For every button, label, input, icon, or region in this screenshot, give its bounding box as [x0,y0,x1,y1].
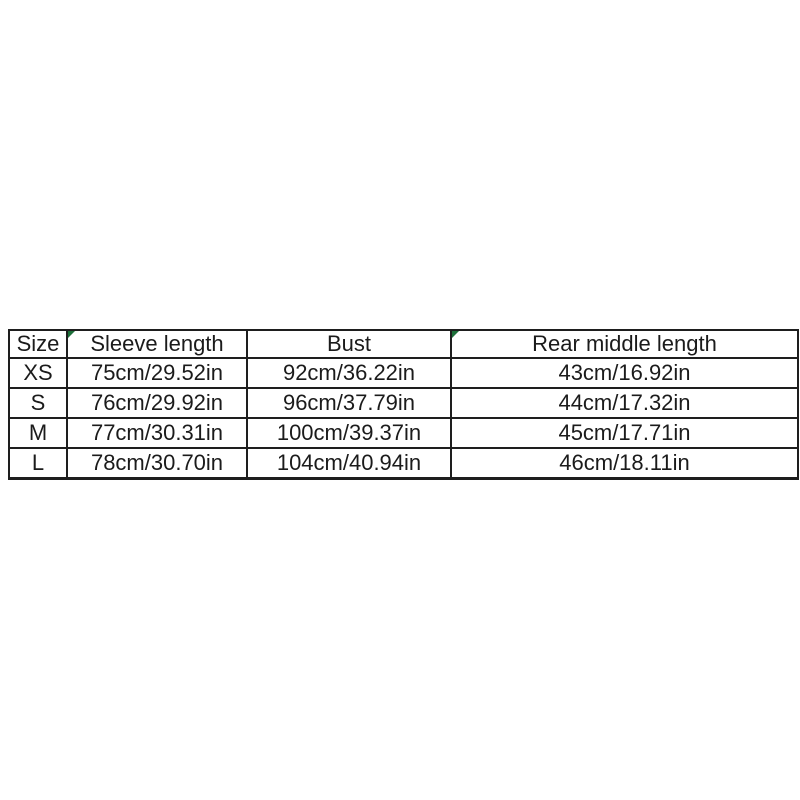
column-header-size: Size [8,329,68,359]
column-header-sleeve-length: Sleeve length [66,329,248,359]
size-cell: XS [8,357,68,389]
table-row-m: M 77cm/30.31in 100cm/39.37in 45cm/17.71i… [8,417,799,449]
sleeve-length-cell: 76cm/29.92in [66,387,248,419]
column-header-rear-middle-length-label: Rear middle length [532,331,717,356]
rear-middle-length-cell: 46cm/18.11in [450,447,799,480]
column-header-rear-middle-length: Rear middle length [450,329,799,359]
table-row-xs: XS 75cm/29.52in 92cm/36.22in 43cm/16.92i… [8,357,799,389]
rear-middle-length-cell: 44cm/17.32in [450,387,799,419]
table-row-s: S 76cm/29.92in 96cm/37.79in 44cm/17.32in [8,387,799,419]
green-triangle-icon [453,332,459,338]
rear-middle-length-cell: 43cm/16.92in [450,357,799,389]
bust-cell: 96cm/37.79in [246,387,452,419]
green-triangle-icon [69,332,75,338]
size-chart-table: Size Sleeve length Bust Rear middle leng… [8,329,799,480]
header-row: Size Sleeve length Bust Rear middle leng… [8,329,799,359]
bust-cell: 100cm/39.37in [246,417,452,449]
column-header-bust: Bust [246,329,452,359]
table-row-l: L 78cm/30.70in 104cm/40.94in 46cm/18.11i… [8,447,799,480]
sleeve-length-cell: 78cm/30.70in [66,447,248,480]
size-cell: L [8,447,68,480]
bust-cell: 104cm/40.94in [246,447,452,480]
sleeve-length-cell: 77cm/30.31in [66,417,248,449]
rear-middle-length-cell: 45cm/17.71in [450,417,799,449]
sleeve-length-cell: 75cm/29.52in [66,357,248,389]
size-cell: M [8,417,68,449]
size-cell: S [8,387,68,419]
column-header-sleeve-length-label: Sleeve length [90,331,224,356]
bust-cell: 92cm/36.22in [246,357,452,389]
